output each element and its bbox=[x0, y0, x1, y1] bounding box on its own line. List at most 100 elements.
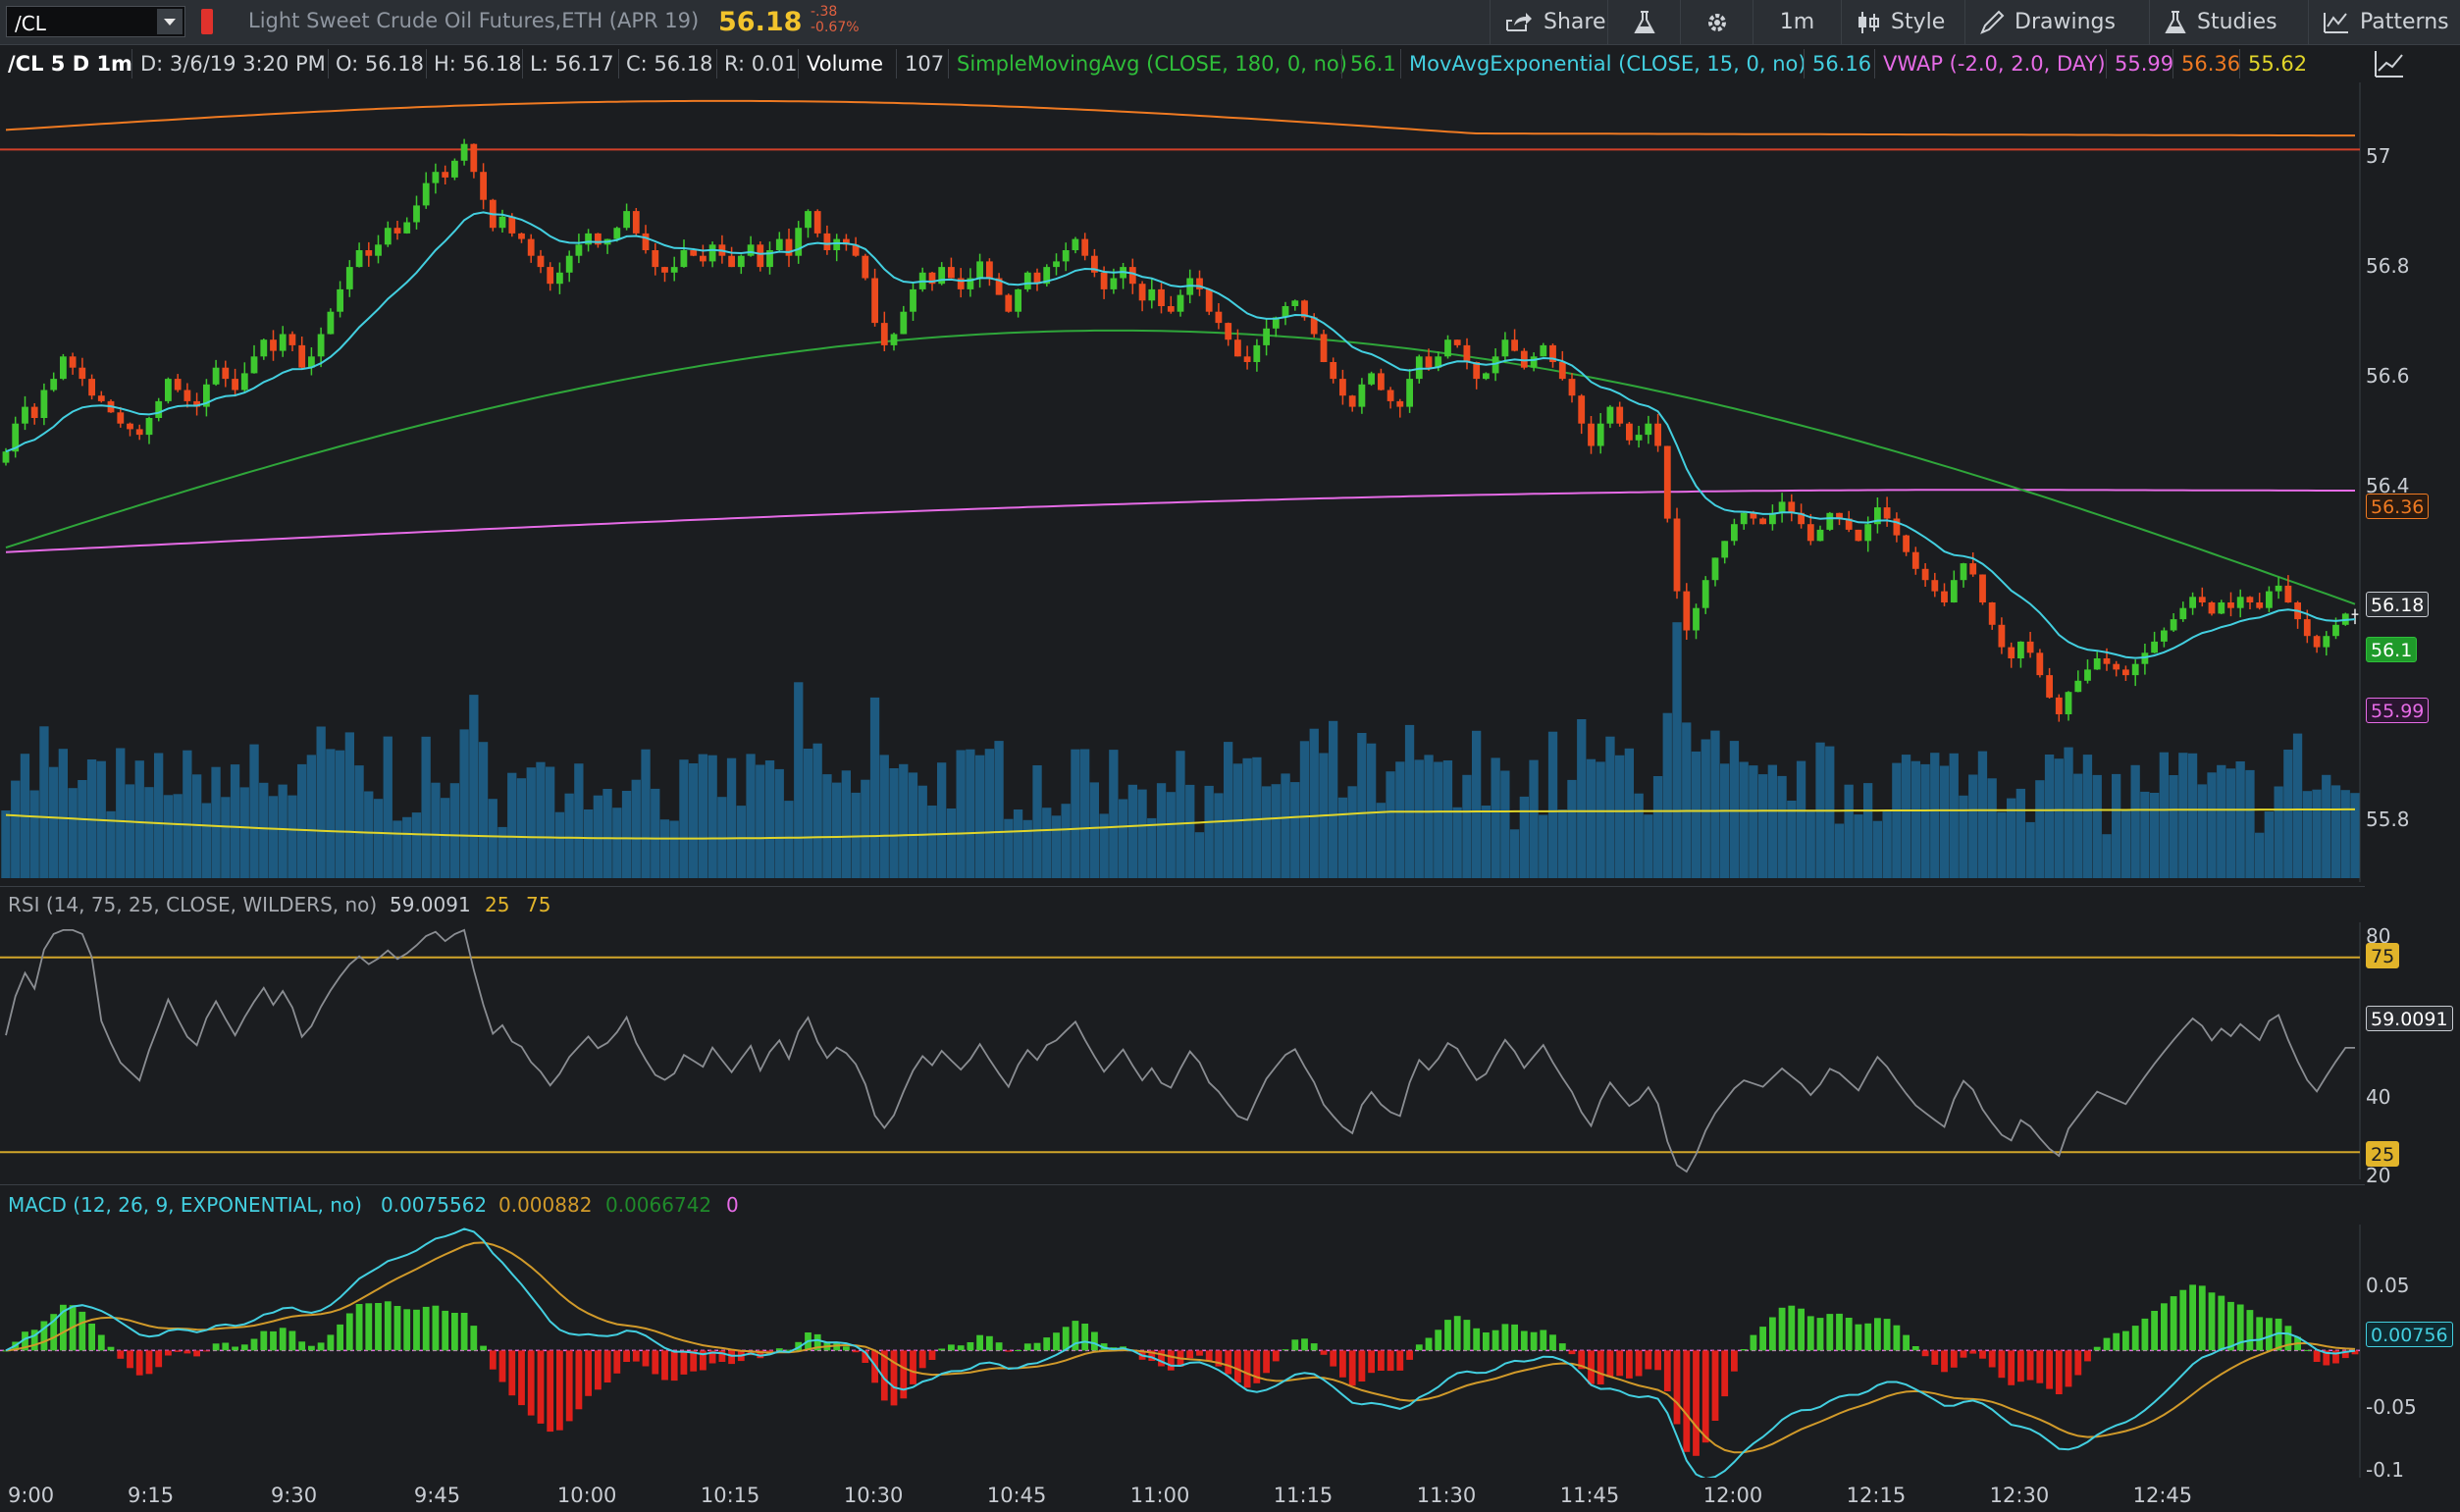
macd-chart-pane[interactable] bbox=[0, 1225, 2460, 1478]
patterns-icon bbox=[2324, 12, 2348, 33]
macd-histogram-bar bbox=[718, 1350, 726, 1362]
macd-histogram-bar bbox=[547, 1350, 554, 1433]
volume-label: Volume bbox=[807, 52, 884, 76]
candle bbox=[556, 262, 563, 294]
volume-bar bbox=[669, 820, 679, 878]
macd-histogram-bar bbox=[1711, 1350, 1719, 1421]
candle bbox=[232, 368, 238, 397]
macd-histogram-bar bbox=[1893, 1325, 1901, 1351]
settings-button[interactable] bbox=[1680, 0, 1753, 44]
candle bbox=[527, 234, 535, 263]
candle bbox=[2046, 667, 2053, 699]
volume-bar bbox=[1061, 804, 1071, 878]
candle bbox=[1931, 572, 1939, 598]
patterns-button[interactable]: Patterns bbox=[2308, 0, 2460, 44]
flag-icon[interactable] bbox=[201, 9, 213, 34]
volume-bar bbox=[488, 799, 497, 878]
symbol-input[interactable]: /CL bbox=[15, 12, 46, 35]
candle bbox=[747, 235, 755, 257]
volume-bar bbox=[764, 760, 775, 878]
time-axis-tick: 11:30 bbox=[1416, 1484, 1477, 1507]
macd-histogram-bar bbox=[1931, 1350, 1939, 1365]
candle bbox=[2151, 631, 2158, 653]
volume-bar bbox=[230, 764, 240, 878]
drawings-button[interactable]: Drawings bbox=[1964, 0, 2149, 44]
volume-bar bbox=[478, 742, 489, 878]
volume-bar bbox=[1959, 795, 1968, 878]
timeframe-button[interactable]: 1m bbox=[1753, 0, 1841, 44]
chevron-down-icon[interactable] bbox=[157, 9, 183, 34]
candle bbox=[642, 225, 650, 254]
ema-line bbox=[5, 211, 2356, 659]
candle bbox=[2256, 593, 2264, 610]
candle bbox=[1721, 541, 1729, 564]
macd-histogram-bar bbox=[948, 1344, 955, 1351]
volume-bar bbox=[154, 753, 164, 878]
volume-bar bbox=[2187, 753, 2198, 878]
volume-bar bbox=[1185, 784, 1195, 878]
volume-bar bbox=[756, 764, 765, 878]
candle bbox=[1272, 316, 1280, 338]
candle bbox=[1320, 330, 1328, 363]
candle bbox=[1711, 557, 1719, 587]
candle bbox=[1588, 416, 1595, 454]
candle bbox=[1540, 342, 1547, 357]
volume-bar bbox=[1404, 724, 1415, 878]
studies-button[interactable]: Studies bbox=[2149, 0, 2308, 44]
volume-bar bbox=[11, 780, 21, 878]
macd-axis-tick: 0.05 bbox=[2366, 1274, 2410, 1297]
candle bbox=[565, 250, 573, 283]
macd-histogram-bar bbox=[565, 1350, 573, 1422]
time-axis-tick: 11:00 bbox=[1129, 1484, 1190, 1507]
volume-bar bbox=[927, 806, 937, 878]
volume-bar bbox=[2120, 809, 2131, 878]
rsi-chart-pane[interactable] bbox=[0, 922, 2460, 1179]
candle bbox=[1406, 369, 1413, 413]
macd-histogram-bar bbox=[2227, 1301, 2234, 1351]
macd-histogram-bar bbox=[2266, 1318, 2273, 1351]
autoscale-icon[interactable] bbox=[2373, 47, 2406, 80]
macd-histogram-bar bbox=[345, 1313, 353, 1351]
candle bbox=[1969, 552, 1977, 577]
volume-bar bbox=[937, 762, 947, 878]
macd-axis-tick: -0.05 bbox=[2366, 1395, 2417, 1419]
candle bbox=[1234, 329, 1241, 357]
volume-bar bbox=[1071, 749, 1080, 878]
volume-bar bbox=[1242, 757, 1252, 878]
volume-bar bbox=[2255, 832, 2265, 878]
share-button[interactable]: Share bbox=[1490, 0, 1607, 44]
style-button[interactable]: Style bbox=[1841, 0, 1964, 44]
macd-histogram-bar bbox=[480, 1345, 487, 1351]
macd-histogram-bar bbox=[1301, 1338, 1308, 1351]
macd-histogram-bar bbox=[575, 1350, 583, 1410]
price-chart-pane[interactable] bbox=[0, 82, 2460, 882]
volume-bar bbox=[1787, 801, 1797, 878]
volume-bar bbox=[1147, 817, 1157, 878]
volume-bar bbox=[1156, 783, 1167, 878]
volume-bar bbox=[1472, 730, 1482, 878]
candle bbox=[2208, 600, 2216, 616]
symbol-selector[interactable]: /CL bbox=[6, 6, 185, 37]
candle bbox=[1091, 248, 1098, 278]
vwap-upper-band bbox=[5, 99, 2355, 137]
volume-bar bbox=[163, 795, 174, 878]
macd-histogram-bar bbox=[1836, 1313, 1843, 1351]
macd-histogram-bar bbox=[1998, 1350, 2006, 1379]
candle bbox=[670, 256, 678, 282]
volume-bar bbox=[1547, 731, 1558, 878]
flask-button[interactable] bbox=[1607, 0, 1680, 44]
top-toolbar: /CL Light Sweet Crude Oil Futures,ETH (A… bbox=[0, 0, 2460, 45]
macd-histogram-bar bbox=[1005, 1350, 1013, 1352]
volume-bar bbox=[459, 729, 469, 878]
candle bbox=[270, 330, 277, 361]
macd-histogram-bar bbox=[900, 1350, 908, 1399]
macd-histogram-bar bbox=[1950, 1350, 1958, 1368]
macd-histogram-bar bbox=[2236, 1304, 2244, 1351]
candle bbox=[2313, 634, 2321, 653]
macd-histogram-bar bbox=[1816, 1318, 1824, 1351]
macd-histogram-bar bbox=[2275, 1318, 2282, 1351]
volume-bar bbox=[1414, 759, 1424, 878]
time-axis-tick: 10:30 bbox=[843, 1484, 904, 1507]
candle bbox=[652, 242, 659, 276]
macd-histogram-bar bbox=[393, 1306, 401, 1351]
